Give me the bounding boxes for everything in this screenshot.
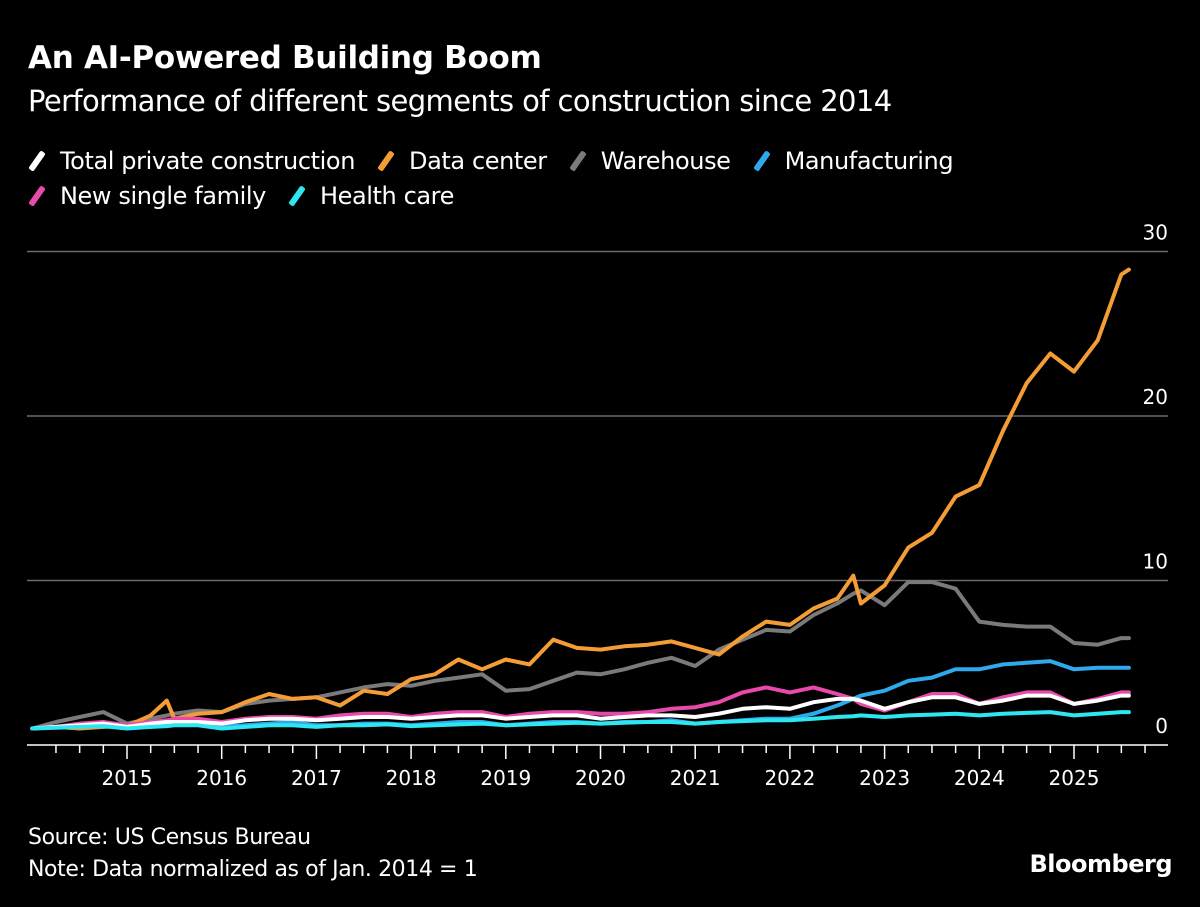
x-tick-label: 2019 xyxy=(480,766,531,790)
legend-item-total-private: Total private construction xyxy=(28,147,355,175)
legend-item-health-care: Health care xyxy=(288,182,454,210)
x-axis: 2015 2016 2017 2018 2019 2020 2021 2022 2023 2024… xyxy=(27,744,1168,790)
legend-label: New single family xyxy=(60,181,266,210)
y-tick-label: 0 xyxy=(1155,714,1168,738)
x-tick-label: 2021 xyxy=(670,766,721,790)
series-line-total-private-construction xyxy=(30,693,1131,731)
legend-item-warehouse: Warehouse xyxy=(568,146,731,175)
x-tick-label: 2020 xyxy=(575,766,626,790)
x-tick-label: 2023 xyxy=(859,766,910,790)
legend-label: Health care xyxy=(319,181,454,210)
x-tick-label: 2016 xyxy=(196,766,247,790)
footer: Source: US Census Bureau Note: Data norm… xyxy=(28,822,478,886)
x-tick-label: 2025 xyxy=(1049,766,1100,790)
legend-label: Warehouse xyxy=(600,146,731,175)
chart-title: An AI-Powered Building Boom xyxy=(28,40,542,76)
x-tick-label: 2015 xyxy=(102,766,153,790)
legend-row-2: New single family Health care xyxy=(28,178,1168,213)
legend-item-manufacturing: Manufacturing xyxy=(752,146,954,175)
series-line-data-center xyxy=(30,267,1131,731)
bloomberg-logo: Bloomberg xyxy=(1029,850,1173,878)
legend-row-1: Total private construction Data center W… xyxy=(28,143,1168,178)
gridlines xyxy=(27,250,1168,582)
x-tick-label: 2018 xyxy=(386,766,437,790)
y-axis-labels: 0 10 20 30 xyxy=(1143,221,1168,739)
series-lines xyxy=(30,267,1131,731)
series-line-health-care xyxy=(30,710,1131,731)
legend: Total private construction Data center W… xyxy=(28,143,1168,213)
chart-subtitle: Performance of different segments of con… xyxy=(28,84,892,118)
normalization-note: Note: Data normalized as of Jan. 2014 = … xyxy=(28,857,478,882)
y-tick-label: 10 xyxy=(1143,550,1168,574)
x-tick-label: 2022 xyxy=(764,766,815,790)
legend-label: Manufacturing xyxy=(784,146,954,175)
y-tick-label: 30 xyxy=(1143,221,1168,245)
legend-item-new-single-family: New single family xyxy=(28,182,266,210)
legend-label: Data center xyxy=(409,146,547,175)
legend-label: Total private construction xyxy=(60,146,356,175)
legend-item-data-center: Data center xyxy=(377,147,547,175)
x-tick-label: 2017 xyxy=(291,766,342,790)
x-tick-label: 2024 xyxy=(954,766,1005,790)
series-line-new-single-family xyxy=(30,685,1131,731)
source-note: Source: US Census Bureau xyxy=(28,825,311,850)
series-line-warehouse xyxy=(30,580,1131,731)
y-tick-label: 20 xyxy=(1143,385,1168,409)
